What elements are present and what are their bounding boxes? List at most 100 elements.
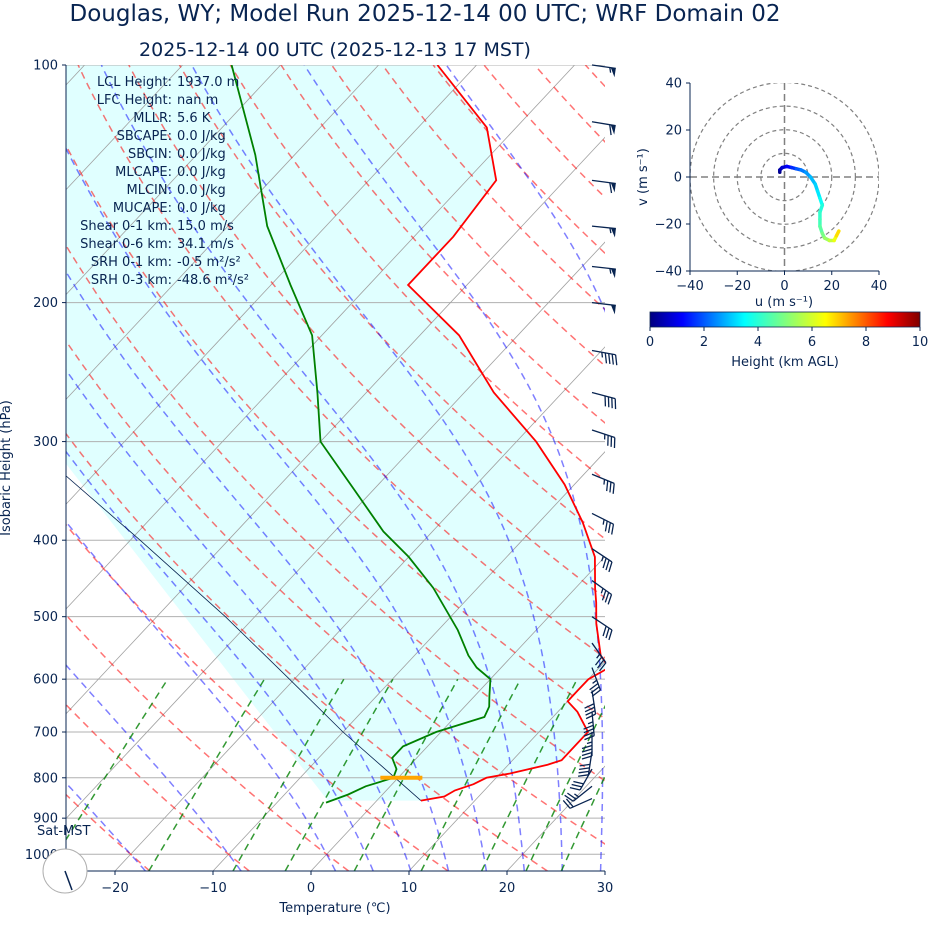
pressure-tick-label: 500	[33, 610, 58, 625]
temperature-tick-label: 0	[307, 881, 315, 896]
wind-barb	[584, 690, 597, 720]
wind-barb	[564, 785, 593, 802]
wind-barb-half	[602, 519, 605, 525]
pressure-tick-label: 700	[33, 726, 58, 741]
wind-barb-full	[608, 561, 613, 573]
stat-value: 0.0 J/kg	[177, 183, 226, 198]
mixing-ratio-line	[353, 678, 459, 871]
wind-barb-full	[608, 353, 611, 364]
wind-barb-staff	[591, 580, 612, 596]
pressure-tick-label: 900	[33, 812, 58, 827]
stat-value: 0.0 J/kg	[177, 129, 226, 144]
wind-barb-full	[562, 799, 571, 809]
wind-barb	[591, 512, 615, 535]
temperature-tick-labels: −20 −10 0 10 20 30	[101, 871, 613, 896]
temperature-tick-label: 30	[597, 881, 614, 896]
moist-adiabat	[66, 520, 337, 871]
wind-barb-staff	[591, 301, 616, 307]
isotherm--50	[66, 65, 575, 610]
wind-barb-full	[569, 786, 581, 791]
isotherm--40	[66, 136, 605, 715]
hodograph-trace	[778, 164, 841, 243]
stat-value: 34.1 m/s	[177, 237, 234, 252]
wind-barb-full	[607, 594, 613, 605]
wind-barb	[591, 616, 613, 641]
stat-label: SRH 0-1 km:	[91, 255, 172, 270]
wind-barb-flag	[610, 182, 616, 193]
wind-barb	[591, 179, 616, 194]
wind-barb-full	[578, 774, 589, 777]
stat-value: -48.6 m²/s²	[177, 273, 249, 288]
wind-barb-half	[587, 721, 594, 725]
wind-barb-half	[601, 555, 604, 562]
hodograph-x-tick-label: −20	[724, 279, 751, 294]
temperature-tick-label: 20	[499, 881, 516, 896]
wind-barb	[591, 121, 616, 136]
stat-label: SBCIN:	[128, 147, 172, 162]
hodograph-y-tick-label: 40	[665, 77, 682, 92]
wind-barb-staff	[591, 225, 616, 230]
wind-barb-staff	[591, 548, 613, 563]
stats-panel: LCL Height: 1937.0 m LFC Height: nan m MLLR:…	[80, 75, 249, 288]
wind-barb-full	[565, 798, 574, 808]
hodograph-y-tick-label: −40	[655, 265, 682, 280]
wind-barb-full	[581, 748, 593, 753]
parcel-trace-line	[66, 475, 422, 801]
isotherm--70	[66, 65, 379, 400]
wind-barb-staff	[579, 768, 593, 791]
wind-barb-full	[581, 744, 593, 750]
stat-label: MUCAPE:	[113, 201, 172, 216]
inset-hand	[64, 870, 73, 891]
wind-barb-full	[585, 713, 596, 720]
wind-barb-full	[573, 780, 584, 785]
stat-label: SBCAPE:	[117, 129, 172, 144]
wind-barb-half	[596, 653, 601, 659]
pressure-tick-label: 200	[33, 296, 58, 311]
temperature-tick-label: 10	[401, 881, 418, 896]
wind-barb-half	[600, 588, 604, 594]
wind-barb-full	[609, 124, 612, 136]
wind-barb-half	[609, 67, 612, 73]
mixing-ratio-line	[232, 678, 345, 871]
wind-barb-full	[614, 354, 618, 366]
dry-adiabat	[381, 65, 605, 311]
wind-barb	[569, 768, 593, 791]
colorbar-tick-labels: 0 2 4 6 8 10	[646, 327, 928, 350]
dry-adiabat	[738, 65, 928, 871]
wind-barb	[578, 750, 593, 777]
wind-barb-full	[605, 559, 610, 571]
wind-barb	[591, 391, 617, 410]
hodograph-x-tick-label: −40	[676, 279, 703, 294]
dry-adiabat	[788, 65, 928, 871]
wind-barb-staff	[591, 473, 615, 484]
wind-barb-staff	[591, 265, 616, 270]
wind-barb-full	[612, 483, 615, 494]
wind-barb-half	[603, 479, 606, 485]
sun-inset: Sat-MST	[37, 824, 90, 894]
wind-barb-staff	[569, 797, 593, 809]
hodograph-y-tick-label: 20	[665, 124, 682, 139]
wind-barb-full	[594, 656, 603, 666]
stat-value: 1937.0 m	[177, 75, 239, 90]
wind-barb	[562, 797, 593, 809]
colorbar-gradient	[649, 311, 921, 328]
wind-barb	[591, 64, 616, 78]
hodograph-segment	[834, 229, 841, 238]
wind-barb-flag	[610, 304, 616, 315]
wind-barb-full	[602, 557, 607, 569]
wind-barb-half	[601, 352, 604, 358]
temperature-tick-label: −20	[101, 881, 128, 896]
wind-barb-flag	[610, 67, 616, 78]
wind-barb-full	[599, 662, 607, 672]
wind-barb-full	[597, 659, 605, 669]
wind-barb-staff	[591, 711, 595, 736]
temperature-tick-label: −10	[199, 881, 226, 896]
hodograph-y-tick-label: −20	[655, 218, 682, 233]
dry-adiabat-lines	[66, 65, 928, 871]
wind-barb-half	[609, 268, 612, 274]
wind-barb-full	[583, 728, 594, 734]
inset-label: Sat-MST	[37, 824, 90, 839]
dry-adiabat	[66, 244, 605, 782]
isotherm-30	[604, 870, 605, 871]
